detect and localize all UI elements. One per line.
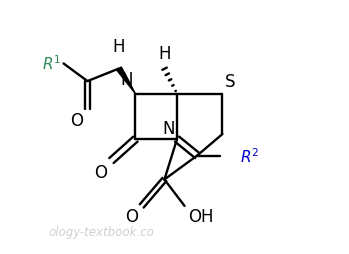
Text: H: H xyxy=(113,38,125,56)
Text: O: O xyxy=(70,112,83,129)
Text: N: N xyxy=(120,70,133,88)
Text: S: S xyxy=(225,73,236,91)
Text: ology-textbook.co: ology-textbook.co xyxy=(49,225,154,238)
Text: $R^2$: $R^2$ xyxy=(240,147,260,165)
Text: N: N xyxy=(163,119,175,137)
Text: OH: OH xyxy=(188,208,214,225)
Text: O: O xyxy=(94,163,107,181)
Text: H: H xyxy=(158,45,171,63)
Text: $R^1$: $R^1$ xyxy=(42,54,61,72)
Polygon shape xyxy=(117,68,135,94)
Text: O: O xyxy=(125,208,138,225)
